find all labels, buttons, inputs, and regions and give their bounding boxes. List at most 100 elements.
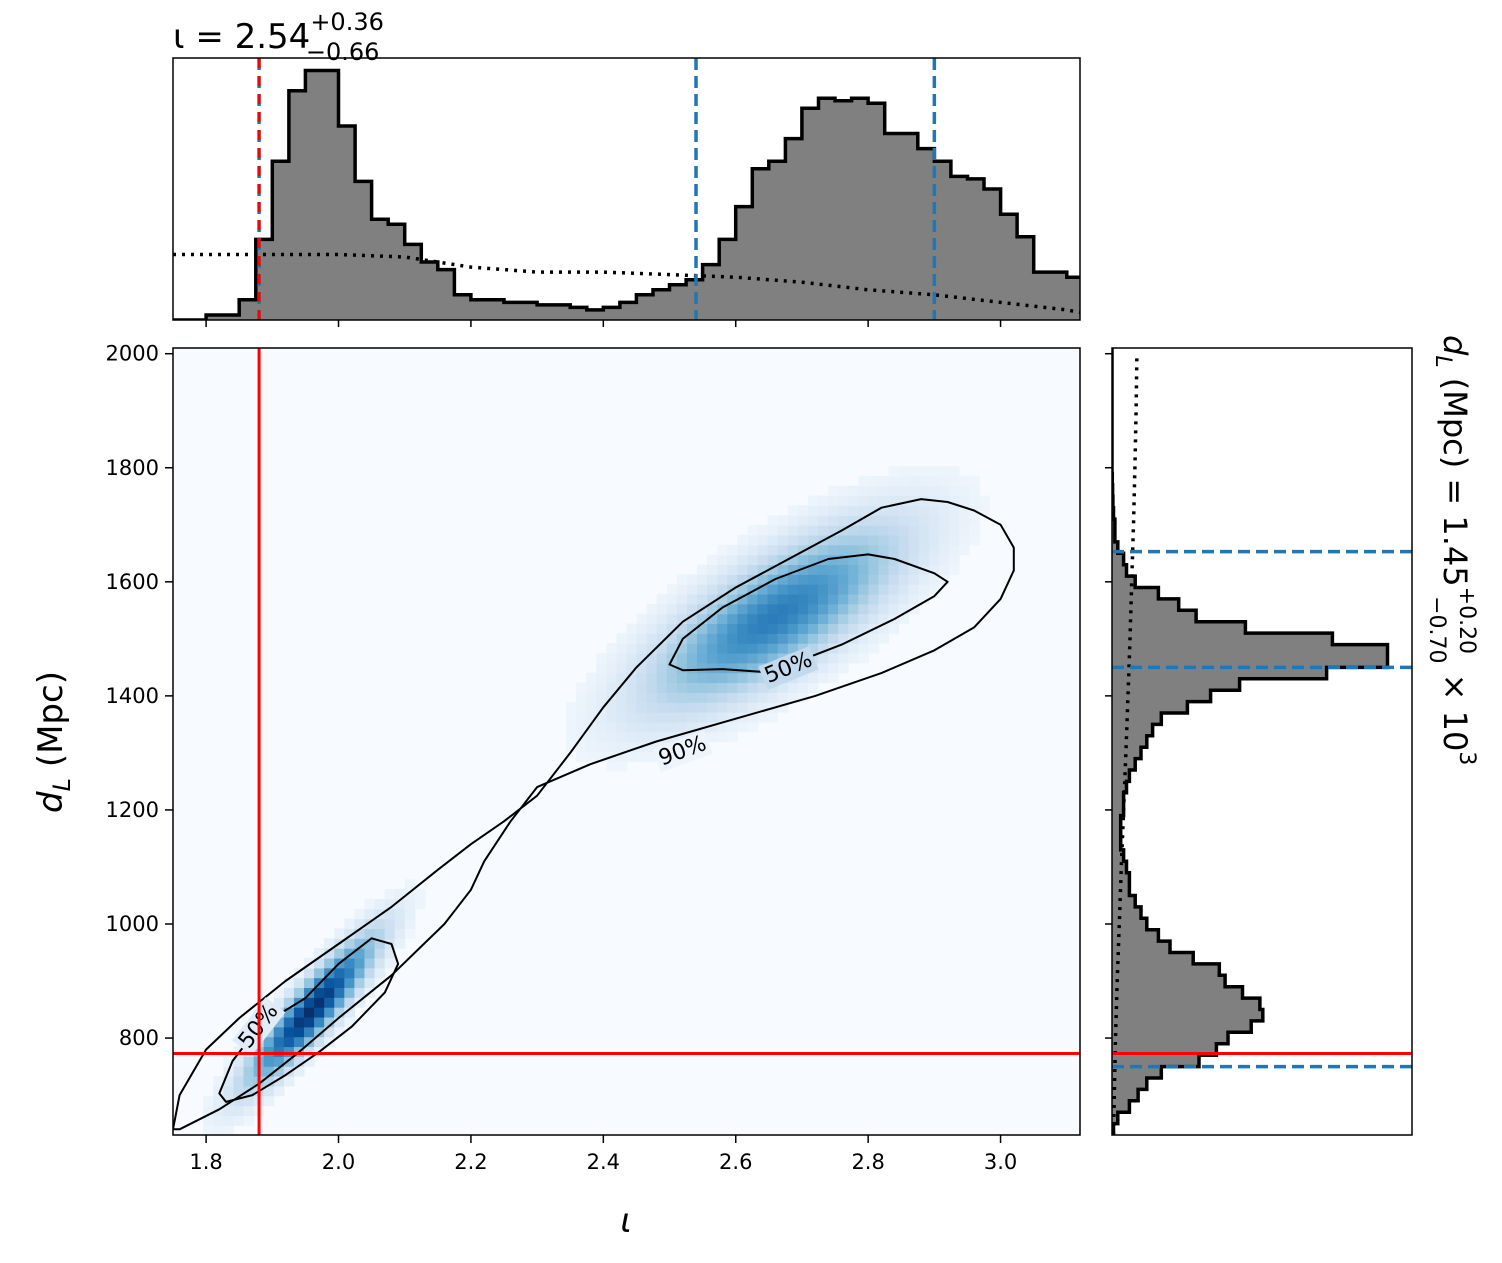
density-cell — [676, 731, 688, 743]
density-cell — [293, 1036, 305, 1048]
density-cell — [283, 1075, 295, 1087]
density-cell — [888, 593, 900, 605]
density-cell — [314, 1007, 325, 1018]
density-cell — [697, 564, 708, 575]
density-cell — [747, 593, 759, 605]
density-cell — [888, 515, 900, 526]
density-cell — [636, 633, 648, 644]
density-cell — [263, 1036, 275, 1048]
density-cell — [364, 948, 376, 959]
density-cell — [817, 505, 829, 516]
density-cell — [817, 593, 829, 605]
density-cell — [636, 721, 648, 733]
top-title-sup: +0.36 — [310, 8, 384, 36]
density-cell — [858, 515, 869, 526]
density-cell — [807, 593, 819, 605]
density-cell — [717, 564, 728, 575]
density-cell — [727, 672, 738, 684]
density-cell — [848, 623, 859, 634]
density-cell — [576, 692, 587, 703]
density-cell — [767, 525, 779, 536]
density-cell — [676, 692, 688, 703]
density-cell — [576, 711, 587, 723]
density-cell — [969, 515, 980, 526]
density-cell — [777, 584, 789, 595]
density-cell — [354, 938, 366, 949]
density-cell — [707, 721, 718, 733]
density-cell — [787, 692, 799, 703]
density-cell — [626, 643, 638, 654]
right-panel-frame — [1111, 347, 1413, 1136]
density-cell — [697, 702, 708, 713]
density-cell — [858, 505, 869, 516]
density-cell — [586, 682, 597, 693]
density-cell — [737, 603, 749, 615]
x-tick-label: 2.2 — [454, 1150, 487, 1174]
density-cell — [727, 721, 738, 733]
density-cell — [807, 613, 819, 625]
density-cell — [848, 593, 859, 605]
density-cell — [868, 593, 880, 605]
density-cell — [918, 574, 930, 585]
density-cell — [646, 623, 658, 634]
density-cell — [898, 613, 910, 625]
density-cell — [787, 544, 799, 556]
density-cell — [314, 948, 325, 959]
density-cell — [747, 554, 759, 566]
density-cell — [848, 574, 859, 585]
density-cell — [314, 987, 325, 998]
density-cell — [747, 692, 759, 703]
density-cell — [283, 1016, 295, 1028]
density-cell — [273, 987, 285, 998]
density-cell — [384, 957, 396, 969]
density-cell — [646, 633, 658, 644]
density-cell — [908, 485, 920, 497]
density-cell — [777, 613, 789, 625]
density-cell — [334, 1016, 345, 1028]
density-cell — [948, 485, 960, 497]
density-cell — [324, 948, 335, 959]
density-cell — [777, 574, 789, 585]
density-cell — [737, 672, 749, 684]
density-cell — [767, 692, 779, 703]
density-cell — [747, 603, 759, 615]
density-cell — [697, 721, 708, 733]
density-cell — [848, 613, 859, 625]
density-cell — [586, 692, 597, 703]
density-cell — [938, 515, 950, 526]
density-cell — [817, 633, 829, 644]
density-cell — [727, 613, 738, 625]
density-cell — [314, 957, 325, 969]
x-axis-label: ι — [620, 1201, 632, 1241]
density-cell — [344, 918, 355, 930]
density-cell — [767, 623, 779, 634]
density-cell — [344, 948, 355, 959]
density-cell — [828, 515, 839, 526]
density-cell — [918, 554, 930, 566]
density-cell — [908, 544, 920, 556]
density-cell — [868, 613, 880, 625]
density-cell — [283, 987, 295, 998]
density-cell — [948, 505, 960, 516]
density-cell — [324, 957, 335, 969]
density-cell — [324, 1016, 335, 1028]
right-title-exp: 3 — [1454, 751, 1479, 765]
density-cell — [616, 731, 628, 743]
density-cell — [807, 544, 819, 556]
density-cell — [596, 731, 607, 743]
density-cell — [888, 544, 900, 556]
density-cell — [283, 977, 295, 989]
density-cell — [384, 948, 396, 959]
density-cell — [858, 485, 869, 497]
density-cell — [646, 721, 658, 733]
density-cell — [888, 603, 900, 615]
density-cell — [636, 692, 648, 703]
x-tick-label: 2.6 — [719, 1150, 752, 1174]
density-cell — [243, 1095, 255, 1107]
density-cell — [273, 997, 285, 1008]
density-cell — [838, 485, 849, 497]
density-cell — [817, 662, 829, 674]
density-cell — [737, 554, 749, 566]
density-cell — [838, 603, 849, 615]
density-cell — [928, 475, 940, 487]
